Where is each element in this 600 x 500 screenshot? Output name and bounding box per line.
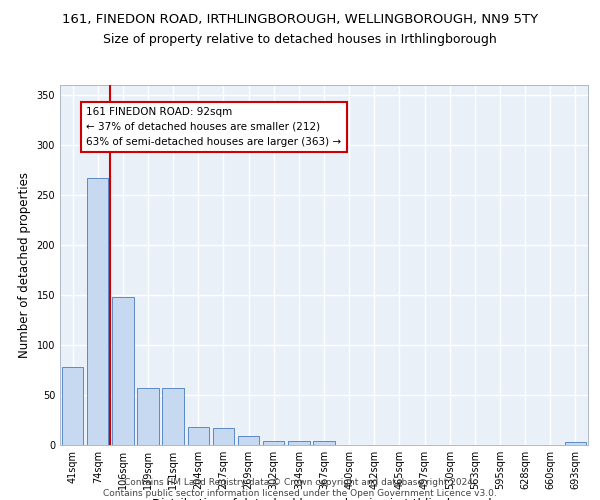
Text: 161, FINEDON ROAD, IRTHLINGBOROUGH, WELLINGBOROUGH, NN9 5TY: 161, FINEDON ROAD, IRTHLINGBOROUGH, WELL… — [62, 12, 538, 26]
Bar — [188, 427, 209, 445]
Text: Contains HM Land Registry data © Crown copyright and database right 2024.
Contai: Contains HM Land Registry data © Crown c… — [103, 478, 497, 498]
Bar — [565, 442, 586, 445]
Y-axis label: Number of detached properties: Number of detached properties — [18, 172, 31, 358]
Bar — [288, 441, 310, 445]
Bar — [213, 428, 234, 445]
Bar — [163, 388, 184, 445]
X-axis label: Distribution of detached houses by size in Irthlingborough: Distribution of detached houses by size … — [152, 498, 496, 500]
Bar — [62, 367, 83, 445]
Bar — [112, 297, 134, 445]
Bar — [238, 436, 259, 445]
Text: Size of property relative to detached houses in Irthlingborough: Size of property relative to detached ho… — [103, 32, 497, 46]
Bar — [263, 441, 284, 445]
Bar — [87, 178, 109, 445]
Text: 161 FINEDON ROAD: 92sqm
← 37% of detached houses are smaller (212)
63% of semi-d: 161 FINEDON ROAD: 92sqm ← 37% of detache… — [86, 107, 341, 146]
Bar — [313, 441, 335, 445]
Bar — [137, 388, 158, 445]
